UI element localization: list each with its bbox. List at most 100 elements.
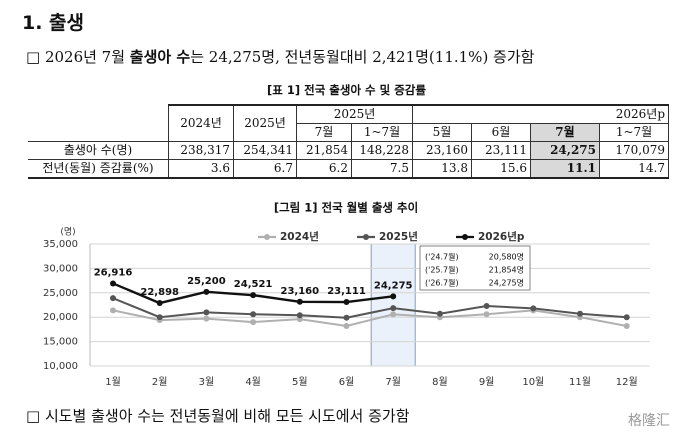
data-point [390, 311, 397, 318]
footer: □ 시도별 출생아 수는 전년동월에 비해 모든 시도에서 증가함 [26, 407, 410, 425]
data-point [343, 314, 350, 321]
summary-bold: 출생아 수 [129, 48, 191, 66]
data-cell: 170,079 [599, 141, 669, 160]
annotation-text: 21,854명 [489, 265, 524, 275]
data-point [577, 310, 583, 317]
data-label: 23,111 [327, 286, 366, 297]
legend-marker [462, 234, 468, 240]
x-tick-label: 4월 [245, 376, 261, 388]
row-label: 전년(동월) 증감률(%) [28, 159, 169, 179]
annotation-label: ('26.7월) [425, 278, 459, 288]
x-tick-label: 6월 [339, 376, 355, 388]
row-label: 출생아 수(명) [28, 141, 169, 160]
data-cell: 6.2 [296, 159, 352, 179]
annotation-text: 24,275명 [489, 278, 524, 288]
header-cell: 2026년p [412, 104, 669, 124]
x-tick-label: 5월 [292, 376, 308, 388]
data-label: 26,916 [94, 267, 133, 278]
header-cell: 2025년 [233, 104, 297, 142]
header-cell: 2024년 [168, 104, 234, 142]
data-point [390, 305, 397, 312]
header-cell: 1~7월 [599, 123, 669, 142]
x-tick-label: 3월 [199, 376, 215, 388]
heading: 1. 출생 [22, 12, 85, 34]
x-tick-label: 11월 [569, 376, 591, 388]
y-tick-label: 30,000 [43, 263, 78, 274]
data-cell: 6.7 [233, 159, 297, 179]
header-cell: 7월 [530, 123, 600, 142]
data-cell: 15.6 [471, 159, 531, 179]
data-label: 24,521 [234, 279, 273, 290]
data-label: 22,898 [140, 287, 179, 298]
header-cell: 7월 [296, 123, 352, 142]
data-point [203, 309, 210, 316]
legend-marker [363, 234, 369, 240]
header-cell: 2025년 [296, 104, 413, 124]
data-cell: 254,341 [233, 141, 297, 160]
table-row: 출생아 수(명) 238,317 254,341 21,854 148,228 23,16… [28, 141, 669, 160]
data-point [110, 280, 116, 287]
series-line [112, 297, 627, 319]
watermark: 格隆汇 [628, 413, 670, 429]
x-tick-label: 12월 [616, 376, 638, 388]
data-point [110, 295, 116, 302]
data-cell: 23,160 [412, 141, 472, 160]
summary: □ 2026년 7월 출생아 수는 24,275명, 전년동월대비 2,421명… [26, 46, 534, 67]
chart-title: [그림 1] 전국 월별 출생 추이 [274, 201, 418, 215]
data-point [110, 307, 116, 314]
data-point [250, 292, 257, 299]
data-point [203, 315, 210, 322]
y-unit: (명) [60, 227, 75, 238]
data-cell: 3.6 [168, 159, 234, 179]
table-row: 2024년 2025년 2025년 2026년p [28, 104, 669, 142]
data-label: 25,200 [187, 276, 226, 287]
data-point [296, 298, 303, 305]
y-tick-label: 35,000 [43, 239, 78, 250]
summary-text: 는 24,275명, 전년동월대비 2,421명(11.1%) 증가함 [190, 48, 535, 66]
x-tick-label: 8월 [432, 376, 448, 388]
data-point [436, 310, 443, 317]
data-label: 24,275 [374, 280, 413, 291]
x-tick-label: 10월 [522, 376, 544, 388]
data-point [250, 319, 257, 326]
data-point [623, 322, 630, 329]
data-point [156, 300, 163, 307]
y-tick-label: 25,000 [43, 288, 78, 299]
data-cell: 11.1 [530, 159, 600, 179]
legend-label: 2024년 [280, 230, 319, 243]
data-point [156, 314, 163, 321]
x-tick-label: 9월 [479, 376, 495, 388]
header-cell: 5월 [412, 123, 472, 142]
data-point [250, 311, 257, 318]
y-tick-label: 15,000 [43, 337, 78, 348]
series-line [112, 309, 627, 328]
data-cell: 14.7 [599, 159, 669, 179]
legend-label: 2025년 [379, 230, 418, 243]
data-point [343, 322, 350, 329]
legend-marker [264, 234, 270, 240]
x-tick-label: 7월 [385, 376, 401, 388]
highlight-box [370, 243, 416, 367]
y-tick-label: 10,000 [43, 361, 78, 372]
blank-cell [28, 105, 169, 142]
annotation-label: ('24.7월) [425, 252, 459, 262]
data-point [296, 312, 303, 319]
data-cell: 21,854 [296, 141, 352, 160]
table-caption: [표 1] 전국 출생아 수 및 증감률 [267, 83, 426, 97]
data-point [343, 299, 350, 306]
summary-text: □ 2026년 7월 [26, 48, 130, 66]
table-row: 전년(동월) 증감률(%) 3.6 6.7 6.2 7.5 13.8 15.6 11.1 14.… [28, 159, 669, 179]
x-tick-label: 1월 [105, 376, 121, 388]
data-point [530, 305, 537, 312]
data-point [390, 293, 397, 300]
data-cell: 13.8 [412, 159, 472, 179]
data-cell: 148,228 [351, 141, 413, 160]
data-point [623, 314, 630, 321]
annotation-text: 20,580명 [489, 252, 524, 262]
header-cell: 1~7월 [351, 123, 413, 142]
data-point [203, 288, 210, 295]
header-cell: 6월 [471, 123, 531, 142]
